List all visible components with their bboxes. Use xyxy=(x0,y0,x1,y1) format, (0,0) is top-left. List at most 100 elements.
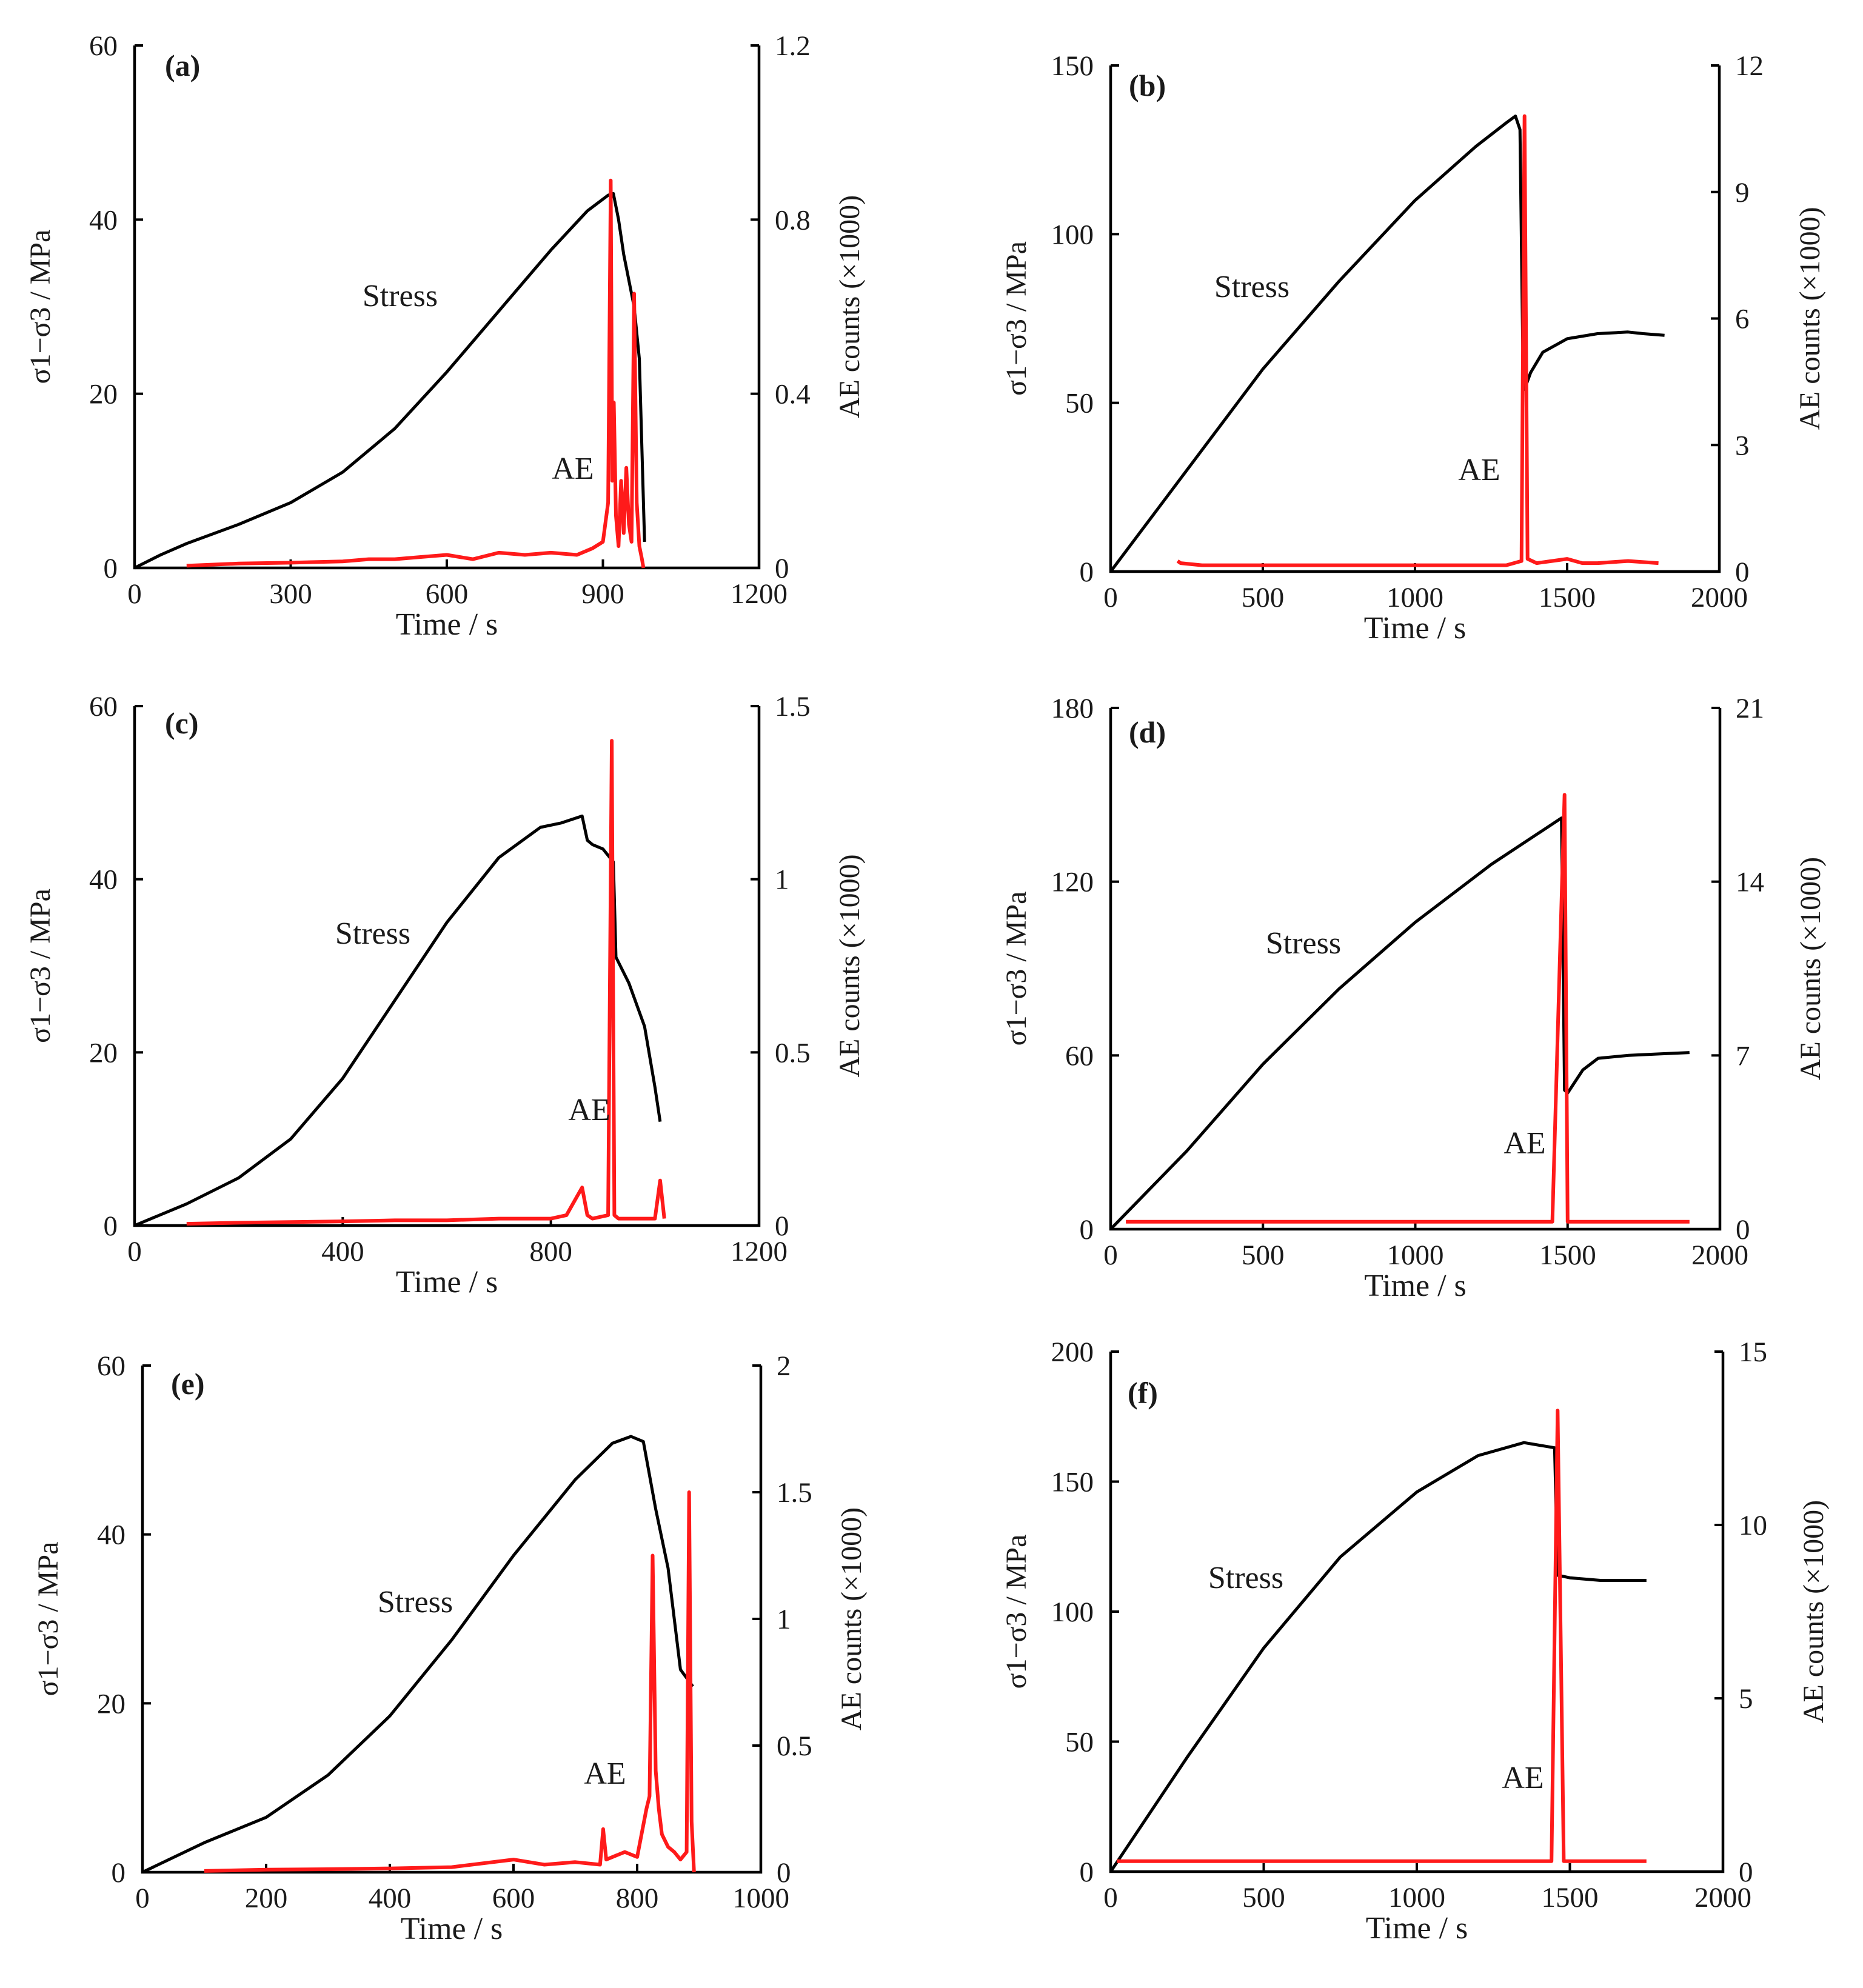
y-right-tick-label: 0 xyxy=(1739,1856,1753,1888)
axis-frame xyxy=(1109,1352,1725,1873)
y-right-tick-label: 1 xyxy=(775,864,789,896)
y-right-tick-label: 10 xyxy=(1739,1510,1767,1541)
y-right-tick-label: 9 xyxy=(1735,177,1750,208)
y-right-tick-label: 3 xyxy=(1735,430,1750,461)
y-left-axis-title: σ1−σ3 / MPa xyxy=(1000,241,1032,396)
y-right-tick-label: 14 xyxy=(1736,867,1764,898)
y-right-axis-title: AE counts (×1000) xyxy=(835,1507,868,1730)
y-left-tick-label: 40 xyxy=(89,204,118,236)
stress-annotation: Stress xyxy=(335,916,410,951)
stress-annotation: Stress xyxy=(1214,270,1289,304)
y-right-tick-label: 5 xyxy=(1739,1683,1753,1715)
axis-frame xyxy=(1109,708,1722,1231)
stress-series-line xyxy=(1109,115,1665,573)
stress-annotation: Stress xyxy=(363,279,438,313)
x-axis-title: Time / s xyxy=(1366,1911,1468,1946)
y-right-axis-title: AE counts (×1000) xyxy=(834,195,866,418)
ae-series-line xyxy=(1126,793,1690,1224)
x-tick-label: 1500 xyxy=(1539,1239,1596,1271)
y-right-tick-label: 21 xyxy=(1736,693,1764,724)
y-left-tick-label: 150 xyxy=(1051,1467,1094,1498)
y-left-tick-label: 0 xyxy=(112,1857,126,1889)
x-tick-label: 300 xyxy=(269,578,312,610)
y-right-tick-label: 2 xyxy=(777,1350,791,1382)
ae-series-line xyxy=(1176,114,1659,567)
y-left-tick-label: 180 xyxy=(1051,693,1094,724)
y-left-axis-title: σ1−σ3 / MPa xyxy=(24,889,56,1043)
y-left-tick-label: 60 xyxy=(1065,1040,1094,1072)
x-axis-title: Time / s xyxy=(1364,611,1467,645)
y-left-tick-label: 200 xyxy=(1051,1336,1094,1368)
y-right-tick-label: 7 xyxy=(1736,1040,1750,1072)
x-tick-label: 400 xyxy=(369,1883,412,1914)
x-tick-label: 0 xyxy=(1103,582,1118,613)
x-tick-label: 500 xyxy=(1242,1882,1285,1913)
y-left-tick-label: 50 xyxy=(1065,1727,1094,1758)
y-right-tick-label: 0.8 xyxy=(775,204,811,236)
y-right-tick-label: 15 xyxy=(1739,1336,1767,1368)
x-tick-label: 2000 xyxy=(1694,1882,1751,1913)
stress-annotation: Stress xyxy=(378,1585,453,1619)
x-tick-label: 1000 xyxy=(1387,1239,1444,1271)
y-left-axis-title: σ1−σ3 / MPa xyxy=(1000,1535,1032,1689)
x-tick-label: 0 xyxy=(1103,1239,1118,1271)
y-right-tick-label: 0.5 xyxy=(777,1730,812,1762)
ae-annotation: AE xyxy=(1458,453,1500,487)
ae-annotation: AE xyxy=(584,1756,626,1791)
x-axis-title: Time / s xyxy=(396,607,498,642)
ae-annotation: AE xyxy=(552,452,594,486)
panel-label: (f) xyxy=(1128,1376,1158,1410)
x-tick-label: 900 xyxy=(581,578,624,610)
ae-series-line xyxy=(1117,1409,1647,1863)
x-tick-label: 1500 xyxy=(1539,582,1596,613)
y-right-tick-label: 0.5 xyxy=(775,1037,811,1069)
y-right-tick-label: 12 xyxy=(1735,50,1764,82)
x-tick-label: 1000 xyxy=(1386,582,1443,613)
panel-label: (c) xyxy=(165,706,199,740)
x-tick-label: 800 xyxy=(616,1883,659,1914)
y-left-axis-title: σ1−σ3 / MPa xyxy=(32,1542,64,1696)
x-tick-label: 600 xyxy=(492,1883,535,1914)
y-left-tick-label: 60 xyxy=(89,691,118,722)
x-tick-label: 0 xyxy=(127,1236,142,1267)
panel-label: (b) xyxy=(1129,68,1166,102)
x-tick-label: 2000 xyxy=(1691,582,1748,613)
x-axis-title: Time / s xyxy=(1364,1269,1467,1303)
y-right-tick-label: 1 xyxy=(777,1604,791,1635)
y-left-tick-label: 0 xyxy=(1080,1856,1094,1888)
ae-annotation: AE xyxy=(1503,1126,1545,1161)
y-right-tick-label: 0 xyxy=(1736,1214,1750,1246)
y-left-tick-label: 20 xyxy=(89,1037,118,1069)
y-right-axis-title: AE counts (×1000) xyxy=(1794,207,1826,430)
stress-series-line xyxy=(134,814,662,1227)
ae-annotation: AE xyxy=(568,1093,610,1127)
y-right-axis-title: AE counts (×1000) xyxy=(1794,857,1827,1080)
y-left-tick-label: 0 xyxy=(104,553,118,584)
x-tick-label: 600 xyxy=(426,578,469,610)
y-right-tick-label: 0 xyxy=(1735,556,1750,588)
stress-series-line xyxy=(1109,816,1690,1230)
ae-series-line xyxy=(186,739,666,1226)
y-right-tick-label: 0 xyxy=(775,553,789,584)
x-axis-title: Time / s xyxy=(401,1912,503,1946)
y-right-axis-title: AE counts (×1000) xyxy=(834,854,866,1077)
x-tick-label: 1200 xyxy=(731,1236,788,1267)
y-left-tick-label: 0 xyxy=(1080,556,1094,588)
axis-frame xyxy=(133,45,761,570)
y-left-tick-label: 0 xyxy=(1080,1214,1094,1246)
y-left-tick-label: 100 xyxy=(1051,1596,1094,1628)
y-left-tick-label: 150 xyxy=(1051,50,1094,82)
panel-label: (a) xyxy=(165,48,200,82)
panel-label: (e) xyxy=(171,1367,205,1401)
y-left-tick-label: 60 xyxy=(89,30,118,62)
stress-series-line xyxy=(141,1435,694,1874)
axis-frame xyxy=(1109,65,1721,573)
x-tick-label: 0 xyxy=(1103,1882,1118,1913)
ae-series-line xyxy=(186,178,646,569)
y-left-tick-label: 40 xyxy=(89,864,118,896)
y-left-axis-title: σ1−σ3 / MPa xyxy=(1000,892,1032,1046)
